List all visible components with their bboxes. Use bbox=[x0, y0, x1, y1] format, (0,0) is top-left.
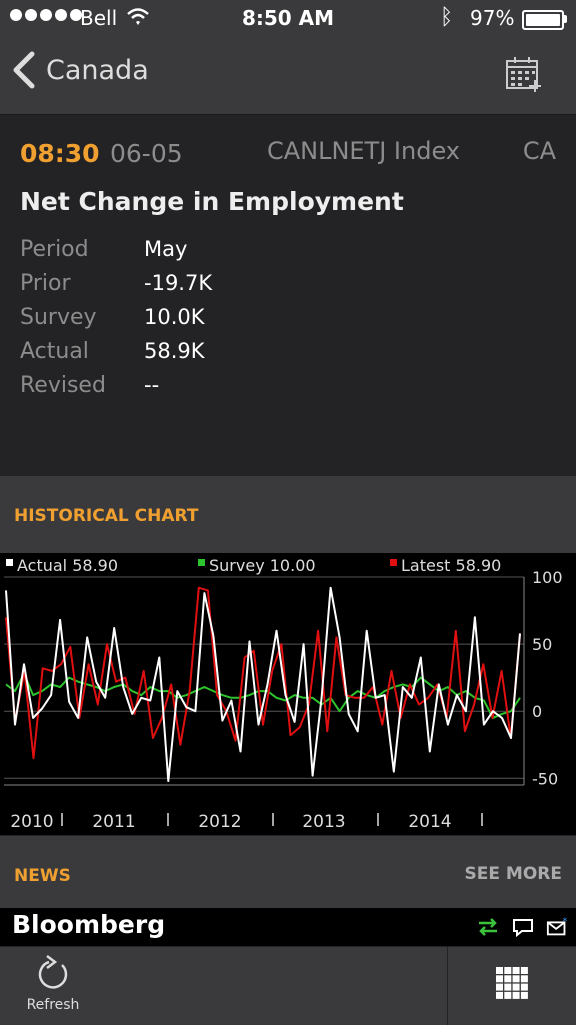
x-tick-label: 2012 bbox=[198, 812, 241, 832]
battery-tip bbox=[564, 15, 567, 23]
legend-entry: Latest 58.90 bbox=[401, 556, 501, 575]
event-detail-panel: 08:30 06-05 CANLNETJ Index CA Net Change… bbox=[0, 115, 576, 478]
battery-percent: 97% bbox=[470, 6, 515, 30]
x-tick-label: 2014 bbox=[408, 812, 451, 832]
series-line-actual bbox=[5, 586, 521, 782]
bluetooth-icon: ᛒ bbox=[440, 5, 454, 30]
chevron-left-icon bbox=[13, 51, 35, 89]
actual-value: 58.9K bbox=[144, 339, 205, 363]
svg-text:*: * bbox=[563, 916, 568, 927]
historical-chart[interactable]: 100 50 0 -50 2010 2011 2012 2013 2014 Actual 58.9… bbox=[0, 553, 576, 835]
event-title: Net Change in Employment bbox=[20, 187, 404, 216]
chat-icon[interactable] bbox=[511, 916, 535, 938]
mail-icon[interactable]: * bbox=[546, 916, 570, 938]
bottom-toolbar: Refresh bbox=[0, 946, 576, 1025]
revised-value: -- bbox=[144, 373, 160, 397]
news-header: NEWS SEE MORE bbox=[0, 836, 576, 908]
battery-icon bbox=[522, 10, 564, 30]
refresh-icon bbox=[38, 955, 68, 989]
period-label: Period bbox=[20, 237, 89, 262]
prior-label: Prior bbox=[20, 271, 71, 296]
signal-strength-icon bbox=[10, 9, 82, 21]
wifi-icon bbox=[127, 8, 149, 25]
survey-label: Survey bbox=[20, 305, 97, 330]
bloomberg-logo: Bloomberg bbox=[12, 910, 166, 939]
back-button[interactable]: Canada bbox=[10, 50, 149, 90]
x-tick-label: 2011 bbox=[92, 812, 135, 832]
clock: 8:50 AM bbox=[241, 6, 335, 30]
y-tick-label: 0 bbox=[532, 702, 542, 721]
see-more-link[interactable]: SEE MORE bbox=[464, 864, 562, 884]
grid-menu-icon[interactable] bbox=[496, 967, 528, 999]
survey-value: 10.0K bbox=[144, 305, 205, 329]
historical-chart-header: HISTORICAL CHART bbox=[0, 478, 576, 553]
news-title: NEWS bbox=[14, 866, 71, 886]
brand-strip: Bloomberg * bbox=[0, 908, 576, 946]
historical-chart-title: HISTORICAL CHART bbox=[14, 506, 199, 526]
legend-swatch bbox=[198, 559, 205, 566]
y-tick-label: -50 bbox=[532, 769, 558, 788]
prior-value: -19.7K bbox=[144, 271, 213, 295]
y-tick-label: 50 bbox=[532, 635, 552, 654]
revised-label: Revised bbox=[20, 373, 106, 398]
event-country: CA bbox=[522, 137, 556, 165]
series-line-latest bbox=[5, 586, 521, 760]
y-tick-label: 100 bbox=[532, 568, 563, 587]
calendar-add-icon[interactable] bbox=[504, 54, 544, 94]
back-label: Canada bbox=[46, 54, 149, 86]
navigation-bar: Canada bbox=[0, 36, 576, 115]
legend-swatch bbox=[390, 559, 397, 566]
event-date: 06-05 bbox=[110, 139, 183, 168]
legend-entry: Survey 10.00 bbox=[209, 556, 316, 575]
status-bar: Bell 8:50 AM ᛒ 97% bbox=[0, 0, 576, 36]
refresh-label: Refresh bbox=[26, 997, 80, 1013]
actual-label: Actual bbox=[20, 339, 89, 364]
x-tick-label: 2010 bbox=[10, 812, 53, 832]
legend-swatch bbox=[6, 559, 13, 566]
carrier-name: Bell bbox=[80, 6, 118, 30]
period-value: May bbox=[144, 237, 188, 261]
event-time: 08:30 bbox=[20, 139, 100, 168]
legend-entry: Actual 58.90 bbox=[17, 556, 118, 575]
transfer-arrows-icon[interactable] bbox=[476, 916, 500, 938]
refresh-button[interactable]: Refresh bbox=[0, 947, 108, 1025]
x-tick-label: 2013 bbox=[302, 812, 345, 832]
event-ticker: CANLNETJ Index bbox=[266, 137, 460, 165]
toolbar-divider bbox=[447, 947, 448, 1025]
